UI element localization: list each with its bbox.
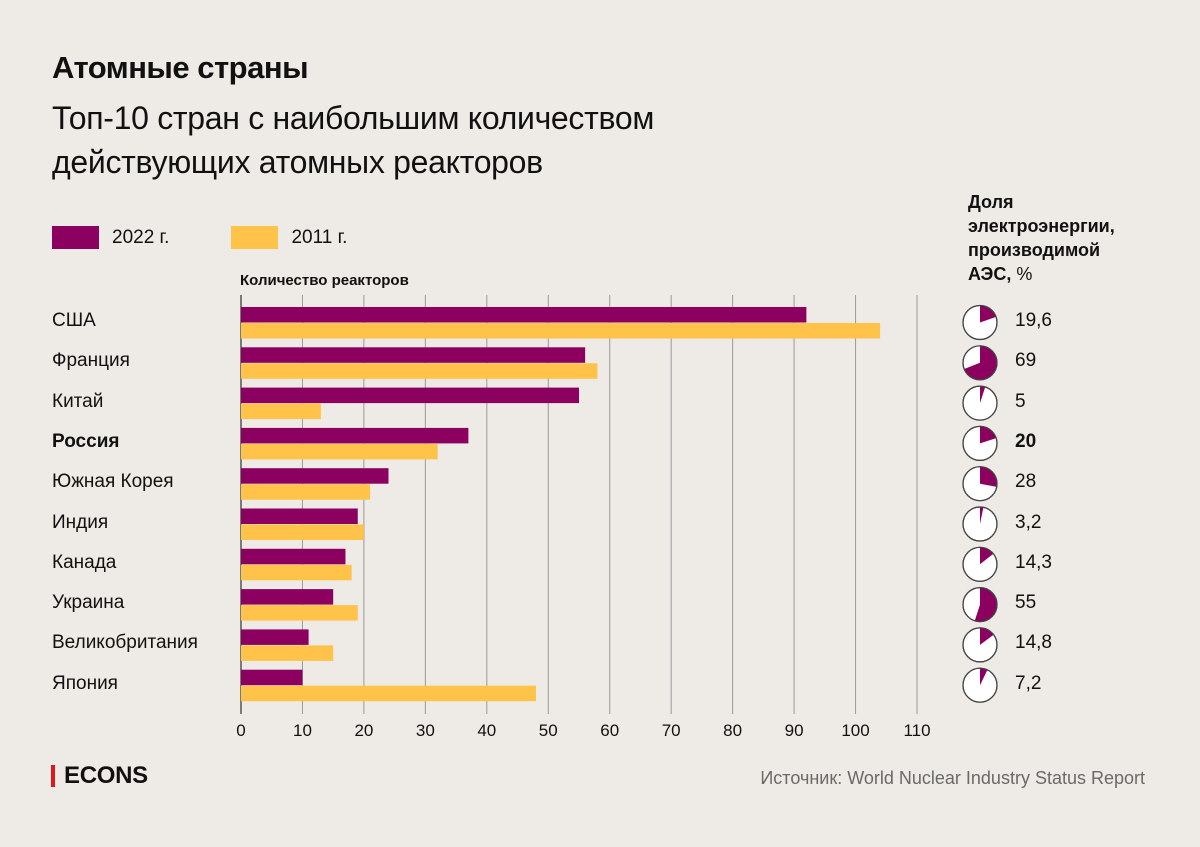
x-tick-label: 110 <box>903 721 931 740</box>
share-pie-outline <box>962 466 998 502</box>
category-label: Япония <box>52 672 118 694</box>
share-value-label: 14,3 <box>1015 551 1052 573</box>
share-title-line-2: электроэнергии, <box>968 216 1115 236</box>
x-tick-label: 10 <box>292 721 312 740</box>
share-pie-slice <box>964 345 997 380</box>
x-axis-title: Количество реакторов <box>240 272 409 289</box>
share-pie-outline <box>962 667 998 703</box>
share-value-label: 20 <box>1015 430 1037 452</box>
bar-2022 <box>241 669 303 686</box>
legend-label-2022: 2022 г. <box>112 226 170 248</box>
share-pie-slice <box>980 547 994 565</box>
x-tick-label: 40 <box>477 721 497 740</box>
share-title-abbr: АЭС, <box>968 264 1012 284</box>
chart-subtitle: Топ-10 стран с наибольшим количеством де… <box>52 96 654 184</box>
category-label: Индия <box>52 511 109 533</box>
x-tick-label: 50 <box>538 721 558 740</box>
share-pie-slice <box>980 305 997 323</box>
legend: 2022 г. 2011 г. <box>52 226 409 249</box>
category-label: Китай <box>52 390 104 412</box>
x-tick-label: 0 <box>236 721 246 740</box>
share-pie-outline <box>962 385 998 421</box>
share-pie-slice <box>980 386 986 404</box>
share-pie-slice <box>980 466 998 487</box>
category-label: Россия <box>52 430 120 452</box>
share-value-label: 69 <box>1015 350 1037 372</box>
bar-2022 <box>241 589 334 605</box>
share-pie-slice <box>980 627 994 645</box>
x-tick-label: 20 <box>354 721 374 740</box>
share-value-label: 7,2 <box>1015 672 1042 694</box>
share-value-label: 5 <box>1015 390 1026 412</box>
x-tick-label: 60 <box>600 721 620 740</box>
bar-2011 <box>241 443 438 460</box>
x-tick-label: 90 <box>784 721 804 740</box>
x-tick-label: 70 <box>661 721 681 740</box>
category-label: Украина <box>52 592 125 614</box>
share-pie-outline <box>962 627 998 663</box>
share-pie-slice <box>974 587 998 622</box>
share-value-label: 3,2 <box>1015 511 1042 533</box>
share-pie-outline <box>962 345 998 381</box>
x-tick-label: 100 <box>841 721 870 740</box>
bar-2011 <box>241 363 598 379</box>
bar-2011 <box>241 323 881 339</box>
share-title-line-4: АЭС, % <box>968 262 1115 286</box>
category-label: Франция <box>52 350 130 372</box>
share-title-line-1: Доля <box>968 192 1014 212</box>
share-pie-outline <box>962 546 998 582</box>
x-tick-label: 30 <box>415 721 435 740</box>
legend-item-2011: 2011 г. <box>231 226 347 249</box>
share-panel-title: Доля электроэнергии, производимой АЭС, % <box>968 190 1115 286</box>
share-pie-outline <box>962 586 998 623</box>
legend-label-2011: 2011 г. <box>291 226 348 248</box>
bar-2022 <box>241 629 309 645</box>
bar-2011 <box>241 685 536 702</box>
bar-2011 <box>241 524 364 540</box>
subtitle-line-1: Топ-10 стран с наибольшим количеством <box>52 100 655 136</box>
category-label: Канада <box>52 551 117 573</box>
share-title-unit: % <box>1011 264 1033 284</box>
bar-2022 <box>241 307 807 323</box>
bar-2011 <box>241 403 321 420</box>
share-pie-outline <box>962 506 998 542</box>
share-value-label: 19,6 <box>1015 310 1052 331</box>
bar-2022 <box>241 468 389 484</box>
bar-2022 <box>241 548 346 565</box>
logo-text: ECONS <box>64 762 148 789</box>
category-label: США <box>52 310 96 331</box>
share-value-label: 14,8 <box>1015 632 1052 654</box>
econs-logo: ECONS <box>51 762 148 790</box>
bar-2022 <box>241 347 586 363</box>
legend-item-2022: 2022 г. <box>52 226 169 249</box>
bar-2022 <box>241 508 358 524</box>
source-note: Источник: World Nuclear Industry Status … <box>760 768 1145 788</box>
category-label: Великобритания <box>52 632 198 654</box>
share-pie-slice <box>980 426 997 444</box>
bar-2022 <box>241 427 469 444</box>
bar-2011 <box>241 605 358 621</box>
share-value-label: 28 <box>1015 471 1037 493</box>
bar-2022 <box>241 387 579 404</box>
share-pie-outline <box>962 425 998 461</box>
chart-title: Атомные страны <box>52 50 309 85</box>
x-tick-label: 80 <box>723 721 743 740</box>
bar-2011 <box>241 484 371 500</box>
share-pie-outline <box>962 304 998 341</box>
category-label: Южная Корея <box>52 471 174 493</box>
subtitle-line-2: действующих атомных реакторов <box>52 144 543 180</box>
legend-swatch-2022 <box>52 226 99 249</box>
share-title-line-3: производимой <box>968 240 1101 260</box>
logo-accent-bar <box>51 765 55 787</box>
bar-2011 <box>241 564 352 581</box>
share-pie-slice <box>980 668 988 686</box>
share-pie-slice <box>980 507 984 524</box>
bar-2011 <box>241 645 334 661</box>
legend-swatch-2011 <box>231 226 279 249</box>
share-value-label: 55 <box>1015 592 1037 614</box>
